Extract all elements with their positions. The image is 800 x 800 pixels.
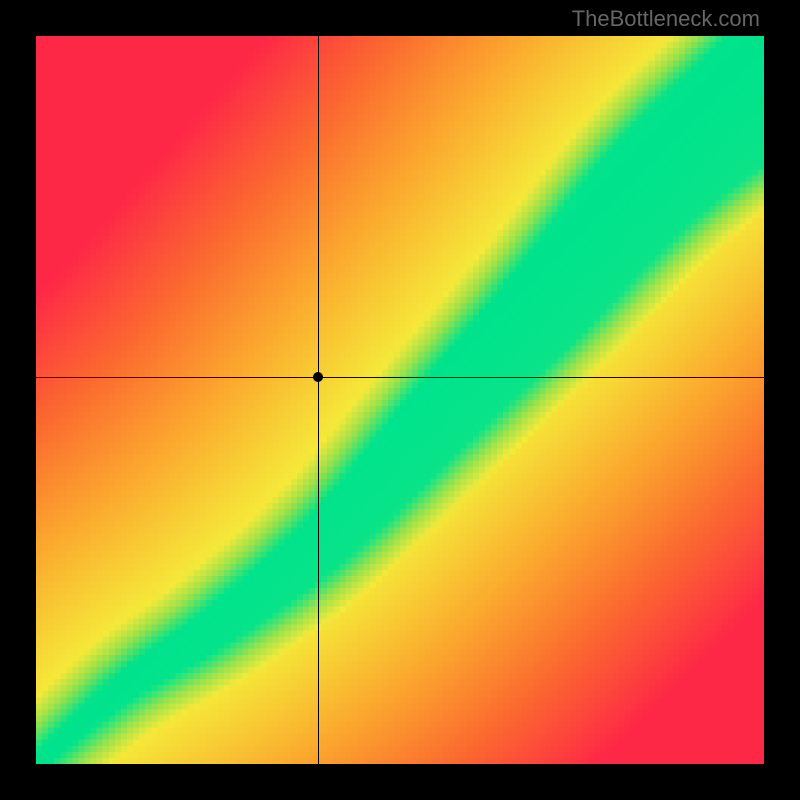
watermark-text: TheBottleneck.com xyxy=(572,6,760,32)
heatmap-chart xyxy=(36,36,764,764)
heatmap-canvas xyxy=(36,36,764,764)
crosshair-vertical xyxy=(318,36,319,764)
crosshair-horizontal xyxy=(36,377,764,378)
marker-dot xyxy=(313,372,323,382)
